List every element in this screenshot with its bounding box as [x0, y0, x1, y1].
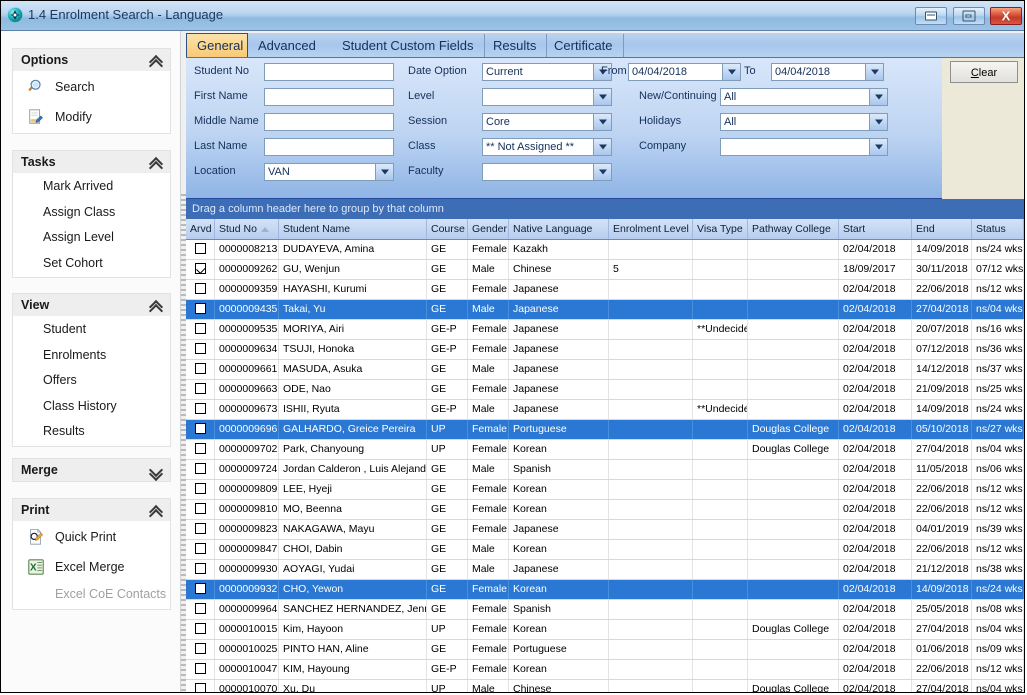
svg-text:X: X — [30, 563, 37, 574]
